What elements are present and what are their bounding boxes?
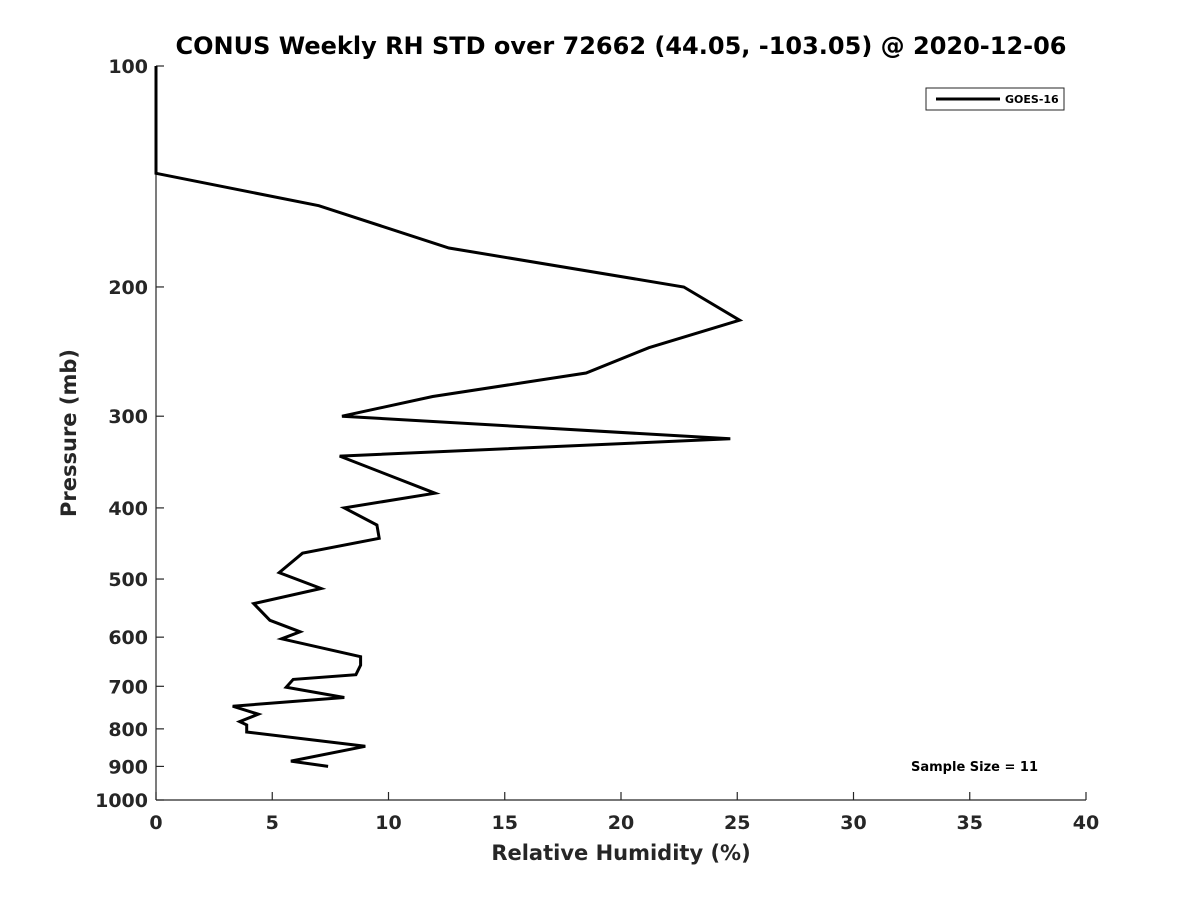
x-tick-label: 35: [957, 812, 983, 834]
y-tick-label: 400: [108, 498, 148, 520]
y-axis-label: Pressure (mb): [57, 349, 81, 517]
x-tick-label: 15: [492, 812, 518, 834]
x-tick-label: 30: [840, 812, 866, 834]
sample-size-annotation: Sample Size = 11: [911, 760, 1038, 775]
y-tick-label: 500: [108, 569, 148, 591]
legend: GOES-16: [925, 87, 1065, 111]
x-tick-label: 5: [266, 812, 279, 834]
y-tick-label: 200: [108, 277, 148, 299]
y-tick-label: 900: [108, 756, 148, 778]
y-tick-label: 300: [108, 406, 148, 428]
y-tick-label: 600: [108, 627, 148, 649]
x-axis-label: Relative Humidity (%): [491, 841, 750, 865]
y-tick-label: 1000: [95, 790, 148, 812]
y-tick-label: 700: [108, 676, 148, 698]
y-tick-label: 800: [108, 719, 148, 741]
series-layer: [154, 66, 744, 768]
y-ticks: 100 200 300 400 500 600 700 800 900 1000: [95, 56, 164, 812]
chart-title: CONUS Weekly RH STD over 72662 (44.05, -…: [175, 32, 1066, 60]
legend-label-goes16: GOES-16: [1005, 93, 1059, 106]
x-tick-label: 40: [1073, 812, 1099, 834]
x-tick-label: 10: [375, 812, 401, 834]
x-ticks: 0 5 10 15 20 25 30 35 40: [149, 792, 1099, 834]
y-tick-label: 100: [108, 56, 148, 78]
x-tick-label: 0: [149, 812, 162, 834]
x-tick-label: 25: [724, 812, 750, 834]
x-tick-label: 20: [608, 812, 634, 834]
series-line-goes16: [154, 66, 744, 768]
